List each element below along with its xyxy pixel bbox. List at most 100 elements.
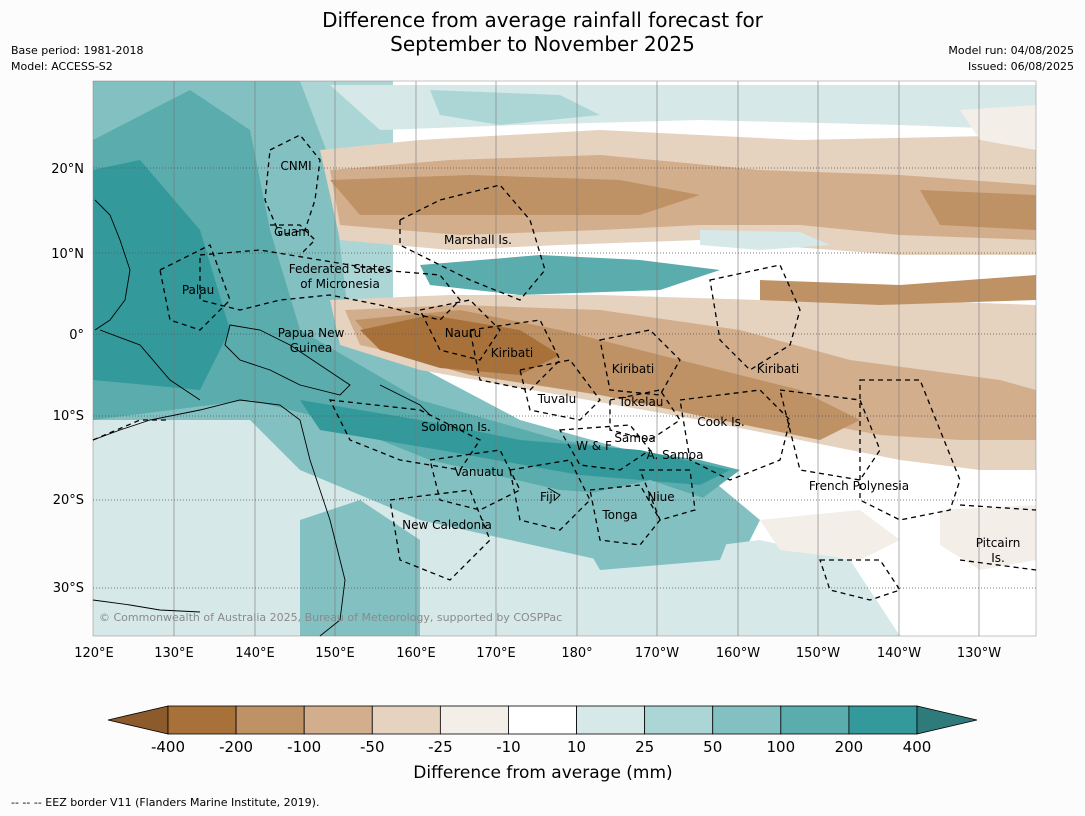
eez-borders (92, 134, 1037, 601)
label-png-line2: Guinea (290, 341, 333, 355)
eez-tonga (589, 484, 661, 546)
colorbar-label: 25 (635, 738, 654, 756)
label-palau: Palau (182, 283, 214, 297)
eez-niue (639, 469, 696, 521)
eez-cnmi (264, 134, 321, 236)
longitude-labels: 120°E 130°E 140°E 150°E 160°E 170°E 180°… (74, 646, 1001, 661)
label-fiji: Fiji (540, 490, 556, 504)
lon-tick: 150°W (796, 646, 840, 661)
issued-date: Issued: 06/08/2025 (967, 60, 1074, 73)
label-vanuatu: Vanuatu (454, 465, 504, 479)
coastlines (92, 199, 561, 637)
label-kiribati-central: Kiribati (612, 362, 654, 376)
map-title: Difference from average rainfall forecas… (0, 8, 1085, 56)
colorbar-swatch (167, 705, 237, 735)
colorbar-label: -200 (219, 738, 253, 756)
label-niue: Niue (647, 490, 674, 504)
latitude-labels: 20°N 10°N 0° 10°S 20°S 30°S (51, 162, 84, 596)
eez-new-caledonia (389, 489, 491, 581)
label-nauru: Nauru (445, 326, 481, 340)
title-line-2: September to November 2025 (390, 32, 695, 56)
label-kiribati-east: Kiribati (757, 362, 799, 376)
label-tokelau: Tokelau (618, 395, 664, 409)
north-wet-patch (430, 90, 600, 125)
equatorial-dry-max (360, 315, 560, 375)
lat-tick: 10°S (53, 409, 84, 424)
label-solomon: Solomon Is. (421, 420, 491, 434)
southern-light-wet (93, 420, 900, 636)
eez-fsm (199, 249, 461, 321)
eez-kiribati-gilbert (469, 319, 561, 391)
colorbar-swatch (712, 705, 782, 735)
colorbar-swatch (576, 705, 646, 735)
colorbar-label: -50 (360, 738, 385, 756)
model-name: Model: ACCESS-S2 (11, 60, 113, 73)
australia-coast (92, 399, 346, 637)
label-png-line1: Papua New (278, 326, 345, 340)
lon-tick: 140°E (235, 646, 275, 661)
label-tonga: Tonga (601, 508, 637, 522)
colorbar-label: 50 (703, 738, 722, 756)
lon-tick: 150°E (315, 646, 355, 661)
colorbar-label: -25 (428, 738, 453, 756)
colorbar-label: 400 (903, 738, 932, 756)
colorbar-label: -100 (287, 738, 321, 756)
label-guam: Guam (274, 225, 310, 239)
pitcairn-light-dry (940, 505, 1036, 570)
colorbar-under-triangle (107, 705, 169, 735)
rainfall-field (93, 81, 1036, 636)
lon-tick: 140°W (877, 646, 921, 661)
tasman-wet (300, 500, 420, 636)
eez-kiribati-phoenix (599, 329, 681, 396)
australia-south-coast (92, 599, 201, 613)
lat-tick: 0° (69, 328, 84, 343)
label-samoa: Samoa (614, 431, 655, 445)
lat-tick: 20°N (51, 162, 84, 177)
colorbar-label: -10 (496, 738, 521, 756)
se-light-dry (760, 510, 900, 560)
label-marshall: Marshall Is. (444, 233, 512, 247)
colorbar-swatch (508, 705, 577, 735)
new-guinea-coast (224, 324, 351, 396)
eez-legend-note: -- -- -- EEZ border V11 (Flanders Marine… (11, 796, 320, 809)
colorbar-label: 100 (766, 738, 795, 756)
philippines-coast (94, 199, 131, 331)
itcz-wet-east (700, 230, 830, 250)
colorbar-swatch (439, 705, 509, 735)
fiji-coast (547, 487, 561, 501)
eez-solomon (328, 399, 481, 471)
lat-tick: 30°S (53, 581, 84, 596)
eez-marshall (399, 184, 546, 301)
east-dry-stripe (760, 275, 1036, 305)
label-pitcairn-line1: Pitcairn (976, 536, 1021, 550)
label-american-samoa: A. Samoa (647, 448, 704, 462)
latitude-gridlines (93, 167, 1036, 589)
label-french-polynesia: French Polynesia (809, 479, 909, 493)
map-frame (92, 80, 1037, 637)
region-labels: CNMI Guam Marshall Is. Federated States … (182, 159, 1020, 565)
colorbar-swatch (371, 705, 441, 735)
eez-palau (159, 244, 231, 331)
colorbar-swatch (235, 705, 305, 735)
label-tuvalu: Tuvalu (537, 392, 577, 406)
label-cook: Cook Is. (697, 415, 744, 429)
label-pitcairn-line2: Is. (991, 551, 1005, 565)
lon-tick: 180° (561, 646, 592, 661)
solomon-coast (379, 384, 431, 416)
lon-tick: 120°E (74, 646, 114, 661)
eez-samoa-wf (558, 424, 651, 471)
copyright-notice: © Commonwealth of Australia 2025, Bureau… (99, 611, 562, 624)
colorbar-label: 10 (567, 738, 586, 756)
eez-south (819, 559, 902, 601)
label-new-caledonia: New Caledonia (402, 518, 492, 532)
eez-cook (679, 389, 791, 481)
model-run: Model run: 04/08/2025 (948, 44, 1074, 57)
colorbar-swatch (780, 705, 850, 735)
colorbar-swatch (644, 705, 714, 735)
spcz-core (300, 400, 730, 485)
lat-tick: 10°N (51, 247, 84, 262)
eez-pitcairn (959, 504, 1037, 571)
eez-fiji (509, 459, 591, 531)
title-line-1: Difference from average rainfall forecas… (322, 8, 763, 32)
